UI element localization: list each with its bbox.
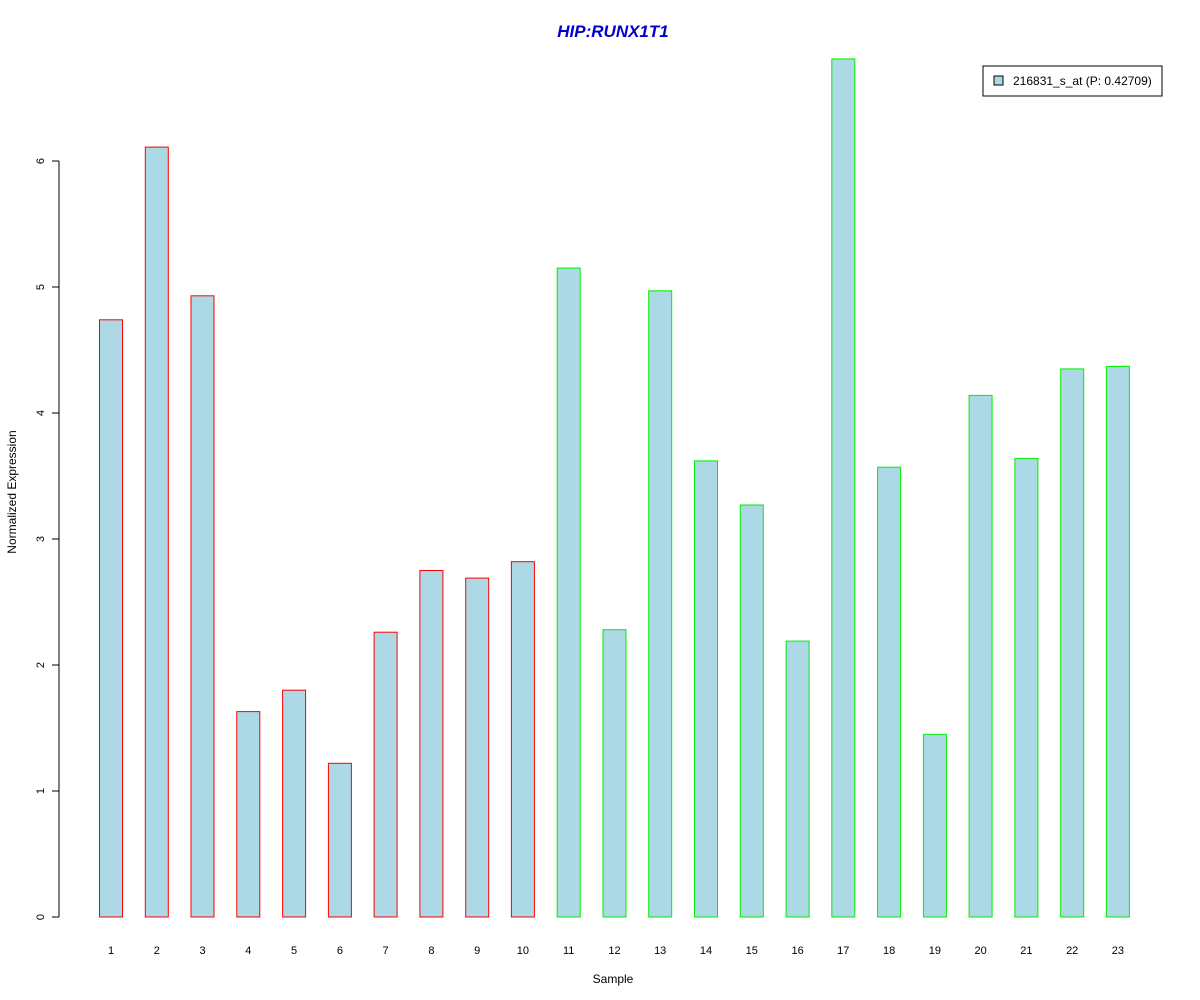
x-tick-label: 17 bbox=[837, 945, 849, 957]
y-tick-label: 3 bbox=[35, 536, 47, 542]
legend-swatch bbox=[993, 75, 1004, 86]
y-axis-label: Normalized Expression bbox=[5, 430, 19, 553]
x-tick-label: 7 bbox=[383, 945, 389, 957]
y-tick-label: 1 bbox=[35, 788, 47, 794]
bar-13 bbox=[648, 290, 673, 918]
bar-21 bbox=[1014, 457, 1039, 918]
legend-box bbox=[982, 65, 1163, 97]
bar-20 bbox=[968, 394, 993, 918]
x-tick-label: 9 bbox=[474, 945, 480, 957]
bar-15 bbox=[739, 504, 764, 918]
bar-6 bbox=[327, 762, 352, 918]
bar-4 bbox=[236, 711, 261, 918]
legend: 216831_s_at (P: 0.42709) bbox=[982, 65, 1163, 97]
bar-18 bbox=[877, 466, 902, 918]
bar-3 bbox=[190, 295, 215, 918]
bar-22 bbox=[1060, 368, 1085, 918]
x-tick-label: 8 bbox=[428, 945, 434, 957]
x-tick-label: 10 bbox=[517, 945, 529, 957]
bar-23 bbox=[1105, 365, 1130, 918]
y-tick-label: 5 bbox=[35, 284, 47, 290]
x-tick-label: 3 bbox=[199, 945, 205, 957]
bars bbox=[99, 58, 1130, 918]
bar-1 bbox=[99, 319, 123, 918]
x-axis-label: Sample bbox=[593, 972, 634, 986]
bar-11 bbox=[556, 267, 581, 918]
x-tick-label: 2 bbox=[154, 945, 160, 957]
x-tick-label: 22 bbox=[1066, 945, 1078, 957]
bar-17 bbox=[831, 58, 856, 918]
chart-title: HIP:RUNX1T1 bbox=[557, 22, 668, 41]
x-tick-label: 4 bbox=[245, 945, 251, 957]
x-tick-label: 12 bbox=[608, 945, 620, 957]
bar-14 bbox=[694, 460, 718, 918]
x-tick-label: 15 bbox=[746, 945, 758, 957]
x-tick-label: 14 bbox=[700, 945, 712, 957]
bar-16 bbox=[785, 640, 810, 918]
x-tick-label: 5 bbox=[291, 945, 297, 957]
x-tick-label: 16 bbox=[791, 945, 803, 957]
x-tick-labels: 1 2 3 4 5 6 7 8 9 10 11 12 13 14 15 16 17 18 19 20 21 22 23 bbox=[108, 945, 1124, 957]
bar-19 bbox=[922, 733, 947, 918]
bar-8 bbox=[419, 570, 444, 918]
legend-label: 216831_s_at (P: 0.42709) bbox=[1013, 74, 1152, 88]
x-tick-label: 6 bbox=[337, 945, 343, 957]
bar-10 bbox=[510, 561, 535, 918]
x-tick-label: 19 bbox=[929, 945, 941, 957]
y-tick-label: 6 bbox=[35, 158, 47, 164]
bar-2 bbox=[144, 146, 169, 918]
y-tick-label: 0 bbox=[35, 914, 47, 920]
bar-5 bbox=[282, 689, 307, 918]
bar-9 bbox=[465, 577, 490, 918]
x-tick-label: 13 bbox=[654, 945, 666, 957]
y-axis: 0 1 2 3 4 5 6 bbox=[35, 158, 60, 920]
x-tick-label: 11 bbox=[563, 945, 574, 957]
y-tick-label: 4 bbox=[35, 410, 47, 416]
bar-7 bbox=[373, 631, 398, 918]
x-tick-label: 18 bbox=[883, 945, 895, 957]
y-tick-label: 2 bbox=[35, 662, 47, 668]
x-tick-label: 20 bbox=[974, 945, 986, 957]
bar-12 bbox=[602, 629, 627, 918]
x-tick-label: 1 bbox=[108, 945, 114, 957]
x-tick-label: 23 bbox=[1112, 945, 1124, 957]
x-tick-label: 21 bbox=[1020, 945, 1032, 957]
